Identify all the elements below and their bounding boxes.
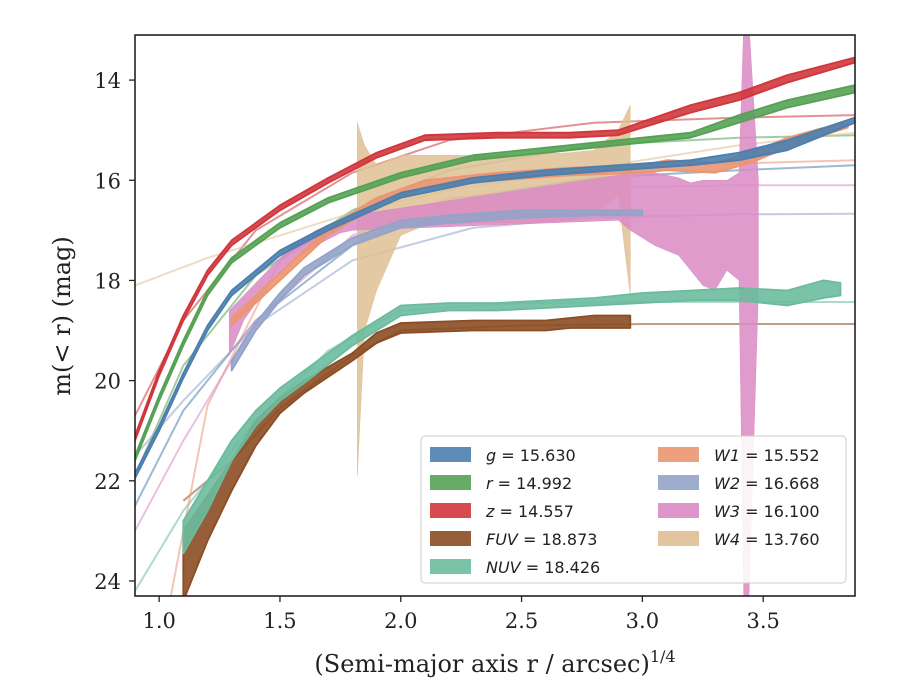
x-axis-label-exponent: 1/4 xyxy=(650,647,676,666)
plot-frame xyxy=(134,34,856,597)
legend-swatch-g xyxy=(430,447,471,462)
legend-swatch-fuv xyxy=(430,531,471,546)
x-tick-label: 3.0 xyxy=(626,609,659,633)
legend-label-nuv: NUV = 18.426 xyxy=(486,558,600,577)
legend-swatch-w2 xyxy=(658,475,699,490)
legend-label-r: r = 14.992 xyxy=(486,474,572,493)
x-tick-label: 1.0 xyxy=(142,609,175,633)
legend-label-w3: W3 = 16.100 xyxy=(714,502,820,521)
legend-label-w4: W4 = 13.760 xyxy=(714,530,820,549)
x-tick-label: 2.5 xyxy=(505,609,538,633)
legend-swatch-w4 xyxy=(658,531,699,546)
legend-swatch-nuv xyxy=(430,559,471,574)
legend-swatch-z xyxy=(430,503,471,518)
y-tick-label: 14 xyxy=(94,69,121,93)
axes: 1.0 1.5 2.0 2.5 3.0 3.5 14 16 18 20 22 24 xyxy=(94,34,856,633)
x-tick-label: 3.5 xyxy=(746,609,779,633)
plot-area xyxy=(135,35,855,596)
x-tick-label: 2.0 xyxy=(384,609,417,633)
x-tick-label: 1.5 xyxy=(263,609,296,633)
legend: g = 15.630 r = 14.992 z = 14.557 FUV = 18.8… xyxy=(420,435,847,584)
x-axis-label: (Semi-major axis r / arcsec)1/4 xyxy=(314,647,675,678)
y-tick-label: 18 xyxy=(94,269,121,293)
band-w4 xyxy=(357,104,631,477)
y-axis-label: m(< r) (mag) xyxy=(48,236,76,395)
band-r xyxy=(135,84,855,462)
series-group xyxy=(135,35,855,596)
legend-label-fuv: FUV = 18.873 xyxy=(486,530,597,549)
y-tick-label: 20 xyxy=(94,370,121,394)
band-w2 xyxy=(230,209,644,372)
legend-swatch-r xyxy=(430,475,471,490)
band-z xyxy=(135,56,855,442)
legend-label-w2: W2 = 16.668 xyxy=(714,474,820,493)
y-tick-label: 16 xyxy=(94,169,121,193)
y-tick-label: 22 xyxy=(94,470,121,494)
band-g xyxy=(135,116,855,480)
y-tick-label: 24 xyxy=(94,570,121,594)
legend-swatch-w3 xyxy=(658,503,699,518)
band-nuv xyxy=(182,279,842,555)
legend-label-g: g = 15.630 xyxy=(486,446,576,465)
legend-swatch-w1 xyxy=(658,447,699,462)
legend-label-z: z = 14.557 xyxy=(485,502,574,521)
legend-box xyxy=(420,435,847,584)
legend-label-w1: W1 = 15.552 xyxy=(714,446,820,465)
